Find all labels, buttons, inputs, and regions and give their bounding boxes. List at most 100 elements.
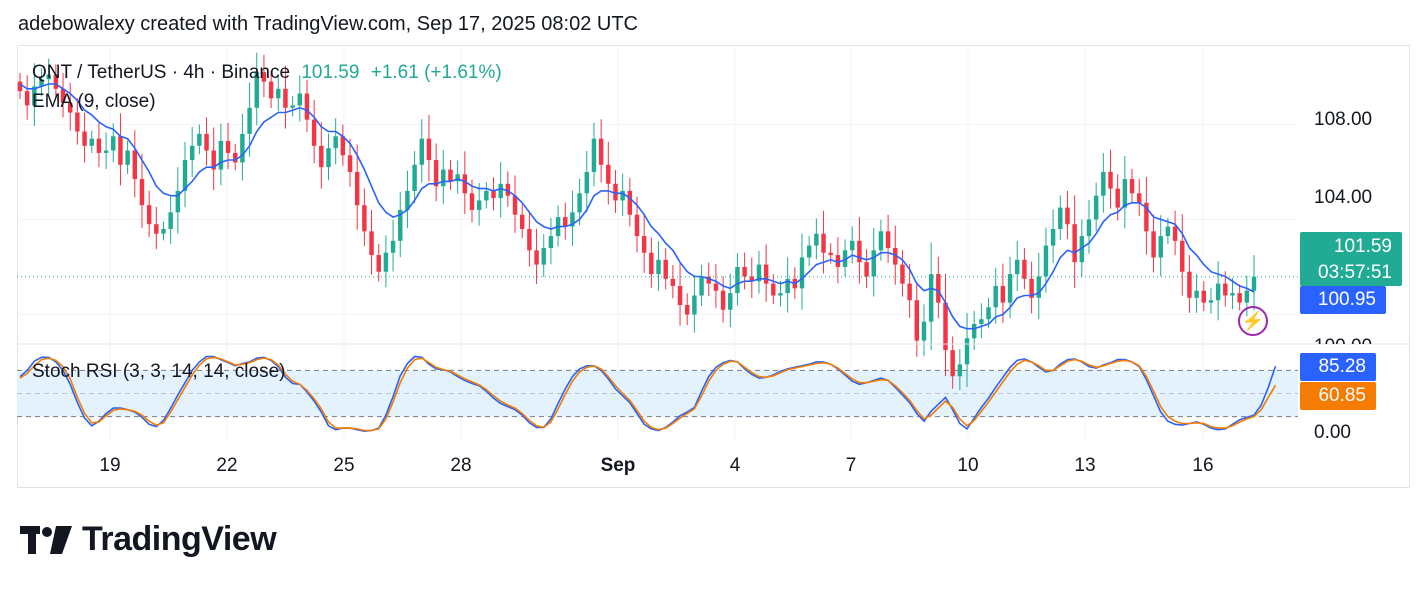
candle-body bbox=[412, 164, 417, 191]
candle-body bbox=[720, 290, 726, 310]
candle-body bbox=[168, 212, 173, 229]
time-axis-label: 10 bbox=[957, 455, 979, 476]
candle-body bbox=[1237, 293, 1242, 303]
candle-body bbox=[476, 200, 482, 210]
stoch-rsi-band bbox=[17, 369, 1298, 418]
price-axis-label: 104.00 bbox=[1314, 187, 1373, 208]
last-price-value: 101.59 bbox=[1333, 236, 1392, 257]
candle-body bbox=[1086, 219, 1092, 237]
candle-body bbox=[684, 304, 690, 315]
candle-body bbox=[1122, 179, 1128, 208]
candle-body bbox=[842, 250, 848, 267]
candle-body bbox=[885, 231, 891, 248]
candle-body bbox=[154, 224, 159, 234]
candle-body bbox=[713, 283, 719, 291]
time-axis-label: 28 bbox=[450, 455, 472, 476]
candle-body bbox=[53, 74, 59, 89]
time-axis-label: 19 bbox=[99, 455, 121, 476]
candle-body bbox=[627, 190, 633, 215]
candle-body bbox=[971, 323, 977, 339]
candle-body bbox=[254, 72, 259, 108]
time-axis-label: 16 bbox=[1192, 455, 1214, 476]
candle-body bbox=[139, 179, 145, 206]
candle-body bbox=[907, 283, 912, 301]
candle-body bbox=[728, 293, 733, 310]
candle-body bbox=[276, 88, 281, 99]
candle-body bbox=[785, 278, 790, 294]
candle-body bbox=[60, 88, 66, 104]
candle-body bbox=[1194, 290, 1199, 298]
candle-body bbox=[132, 150, 138, 180]
candle-body bbox=[1108, 171, 1113, 189]
candle-body bbox=[656, 259, 661, 275]
candle-body bbox=[498, 183, 503, 199]
candle-body bbox=[297, 93, 303, 106]
candle-body bbox=[125, 150, 130, 165]
candle-body bbox=[376, 255, 381, 272]
candle-body bbox=[1072, 224, 1077, 263]
candle-body bbox=[806, 245, 812, 258]
candle-body bbox=[950, 350, 955, 377]
candle-body bbox=[677, 285, 683, 305]
candle-body bbox=[993, 285, 998, 308]
candle-body bbox=[1129, 179, 1135, 194]
candle-body bbox=[505, 183, 511, 196]
candle-body bbox=[24, 91, 30, 106]
ema-layer bbox=[19, 83, 1255, 330]
candle-body bbox=[921, 321, 927, 341]
candle-body bbox=[900, 264, 905, 284]
candle-body bbox=[936, 274, 941, 303]
candle-body bbox=[455, 174, 460, 182]
stoch-d-line bbox=[19, 356, 1277, 432]
candle-body bbox=[699, 276, 704, 296]
candle-body bbox=[383, 252, 389, 272]
candle-body bbox=[1065, 207, 1070, 225]
candle-body bbox=[763, 264, 769, 284]
candle-body bbox=[67, 103, 73, 113]
candle-body bbox=[233, 152, 238, 163]
candle-body bbox=[1251, 276, 1257, 291]
candle-body bbox=[871, 250, 876, 277]
legend-stoch: Stoch RSI (3, 3, 14, 14, close) bbox=[32, 361, 286, 382]
candle-body bbox=[426, 138, 432, 161]
candle-body bbox=[1115, 188, 1120, 208]
candle-body bbox=[261, 72, 267, 82]
candle-body bbox=[82, 131, 87, 146]
candle-body bbox=[189, 145, 195, 161]
candle-body bbox=[893, 247, 898, 265]
candle-body bbox=[828, 252, 833, 256]
tradingview-logo[interactable]: TradingView bbox=[20, 520, 277, 559]
candle-body bbox=[1215, 283, 1221, 301]
candle-body bbox=[986, 307, 991, 320]
candle-body bbox=[1151, 231, 1156, 258]
candle-body bbox=[311, 119, 317, 146]
candle-body bbox=[613, 183, 618, 201]
candle-body bbox=[620, 190, 625, 201]
candle-body bbox=[850, 240, 855, 251]
candle-body bbox=[39, 79, 44, 87]
candle-body bbox=[268, 81, 274, 99]
candle-body bbox=[304, 93, 310, 120]
candle-body bbox=[46, 74, 51, 80]
candle-body bbox=[175, 190, 181, 213]
candle-body bbox=[398, 209, 403, 241]
candle-body bbox=[1165, 226, 1171, 237]
candle-body bbox=[118, 136, 123, 165]
time-axis-label: 4 bbox=[729, 455, 741, 476]
candle-body bbox=[598, 138, 604, 165]
candle-body bbox=[864, 262, 869, 277]
candle-body bbox=[649, 252, 654, 275]
time-axis-label: 25 bbox=[333, 455, 355, 476]
candle-body bbox=[857, 240, 862, 263]
candle-body bbox=[778, 293, 783, 296]
lightning-icon[interactable]: ⚡ bbox=[1238, 306, 1268, 336]
chart-caption: adebowalexy created with TradingView.com… bbox=[18, 13, 638, 35]
candle-body bbox=[32, 86, 37, 106]
candle-body bbox=[419, 138, 424, 165]
candle-body bbox=[577, 193, 582, 213]
candle-body bbox=[979, 319, 984, 324]
last-price-tag: 101.59 03:57:51 bbox=[1300, 232, 1402, 286]
candle-body bbox=[1180, 240, 1185, 272]
candle-body bbox=[835, 255, 841, 267]
